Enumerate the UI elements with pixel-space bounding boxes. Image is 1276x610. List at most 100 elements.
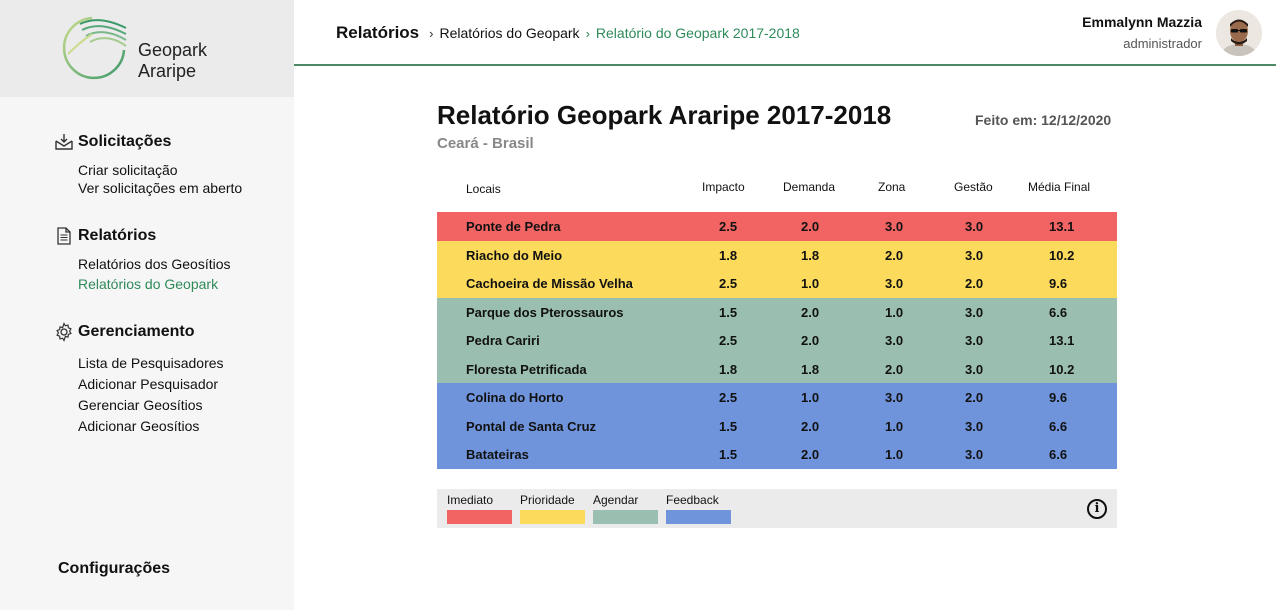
column-header-locais: Locais [466,182,501,196]
cell-zona: 1.0 [885,304,904,320]
cell-gestao: 2.0 [965,276,984,291]
breadcrumb: Relatórios › Relatórios do Geopark › Rel… [336,23,800,43]
sidebar-item-configuracoes[interactable]: Configurações [58,560,171,577]
column-header-gestao: Gestão [954,180,993,194]
logo-line-1: Geopark [138,40,208,60]
breadcrumb-separator: › [429,26,434,41]
avatar[interactable] [1216,10,1262,56]
cell-impacto: 1.5 [719,447,738,462]
cell-local: Parque dos Pterossauros [466,304,624,320]
cell-media-final: 6.6 [1049,418,1068,434]
cell-impacto: 1.8 [719,361,738,377]
sidebar-item-relatorios-geopark[interactable]: Relatórios do Geopark [78,276,219,292]
report-date: Feito em: 12/12/2020 [975,112,1112,128]
inbox-download-icon [54,132,74,152]
table-row[interactable]: Batateiras 1.5 2.0 1.0 3.0 6.6 [437,440,1117,469]
user-info[interactable]: Emmalynn Mazzia administrador [1082,14,1202,51]
cell-local: Pontal de Santa Cruz [466,418,597,434]
section-relatorios: Relatórios Relatórios dos Geosítios Rela… [54,226,231,294]
page-title: Relatório Geopark Araripe 2017-2018 [437,100,892,130]
legend-swatch [593,510,658,524]
cell-impacto: 1.5 [719,418,738,434]
cell-demanda: 2.0 [801,219,820,234]
legend-item-imediato: Imediato [447,493,512,524]
document-icon [54,226,74,246]
cell-impacto: 1.8 [719,247,738,263]
legend-swatch [447,510,512,524]
cell-media-final: 10.2 [1049,247,1075,263]
table-row[interactable]: Floresta Petrificada 1.8 1.8 2.0 3.0 10.2 [437,354,1117,383]
table-row[interactable]: Pedra Cariri 2.5 2.0 3.0 3.0 13.1 [437,326,1117,355]
sidebar-item-ver-solicitacoes[interactable]: Ver solicitações em aberto [78,180,243,196]
cell-local: Riacho do Meio [466,247,563,263]
cell-gestao: 3.0 [965,247,984,263]
sidebar-item-adicionar-pesquisador[interactable]: Adicionar Pesquisador [78,376,219,392]
cell-zona: 2.0 [885,247,904,263]
cell-media-final: 9.6 [1049,390,1068,405]
sidebar: Geopark Araripe Solicitações Criar solic… [0,0,294,610]
sidebar-item-lista-pesquisadores[interactable]: Lista de Pesquisadores [78,355,224,371]
legend-label: Prioridade [520,493,575,507]
cell-media-final: 6.6 [1049,447,1068,462]
cell-demanda: 2.0 [801,304,820,320]
sidebar-item-gerenciar-geositios[interactable]: Gerenciar Geosítios [78,397,203,413]
cell-gestao: 3.0 [965,219,984,234]
cell-gestao: 3.0 [965,304,984,320]
table-row[interactable]: Ponte de Pedra 2.5 2.0 3.0 3.0 13.1 [437,212,1117,241]
sidebar-item-criar-solicitacao[interactable]: Criar solicitação [78,162,178,178]
legend-item-feedback: Feedback [666,493,731,524]
section-solicitacoes: Solicitações Criar solicitação Ver solic… [54,132,242,198]
info-icon[interactable]: i [1087,499,1107,519]
section-gerenciamento: Gerenciamento Lista de Pesquisadores Adi… [54,322,224,437]
section-header-gerenciamento[interactable]: Gerenciamento [54,322,224,342]
cell-zona: 2.0 [885,361,904,377]
table-row[interactable]: Cachoeira de Missão Velha 2.5 1.0 3.0 2.0 9.6 [437,269,1117,298]
table-row[interactable]: Parque dos Pterossauros 1.5 2.0 1.0 3.0 6.6 [437,297,1117,326]
section-header-solicitacoes[interactable]: Solicitações [54,132,242,152]
cell-impacto: 1.5 [719,304,738,320]
breadcrumb-separator: › [585,26,590,41]
user-name: Emmalynn Mazzia [1082,14,1202,30]
topbar: Relatórios › Relatórios do Geopark › Rel… [294,0,1276,66]
cell-local: Batateiras [466,447,529,462]
legend-swatch [666,510,731,524]
gear-icon [54,322,74,342]
cell-zona: 3.0 [885,333,904,348]
user-role: administrador [1123,36,1202,51]
sidebar-item-relatorios-geositios[interactable]: Relatórios dos Geosítios [78,256,231,272]
column-header-impacto: Impacto [702,180,745,194]
section-title-relatorios: Relatórios [78,227,157,244]
cell-gestao: 3.0 [965,447,984,462]
column-header-zona: Zona [878,180,906,194]
cell-zona: 3.0 [885,276,904,291]
cell-impacto: 2.5 [719,219,738,234]
breadcrumb-root[interactable]: Relatórios [336,23,420,42]
legend: Imediato Prioridade Agendar Feedback i [437,489,1117,528]
cell-local: Ponte de Pedra [466,219,561,234]
cell-media-final: 13.1 [1049,333,1075,348]
cell-impacto: 2.5 [719,390,738,405]
breadcrumb-level-1[interactable]: Relatórios do Geopark [439,25,580,41]
section-header-relatorios[interactable]: Relatórios [54,226,231,246]
logo-text: Geopark Araripe [138,40,207,82]
section-title-gerenciamento: Gerenciamento [78,323,195,340]
logo-area: Geopark Araripe [0,0,294,97]
legend-item-agendar: Agendar [593,493,658,524]
table-row[interactable]: Riacho do Meio 1.8 1.8 2.0 3.0 10.2 [437,240,1117,269]
table-header: Locais Impacto Demanda Zona Gestão Média… [437,180,1117,200]
cell-gestao: 3.0 [965,418,984,434]
cell-impacto: 2.5 [719,333,738,348]
sidebar-item-adicionar-geositios[interactable]: Adicionar Geosítios [78,418,200,434]
table-row[interactable]: Colina do Horto 2.5 1.0 3.0 2.0 9.6 [437,383,1117,412]
cell-media-final: 10.2 [1049,361,1075,377]
cell-zona: 1.0 [885,447,904,462]
section-title-solicitacoes: Solicitações [78,133,172,150]
cell-media-final: 9.6 [1049,276,1068,291]
cell-local: Floresta Petrificada [466,361,587,377]
cell-impacto: 2.5 [719,276,738,291]
cell-local: Colina do Horto [466,390,564,405]
legend-item-prioridade: Prioridade [520,493,585,524]
table-row[interactable]: Pontal de Santa Cruz 1.5 2.0 1.0 3.0 6.6 [437,411,1117,440]
cell-zona: 3.0 [885,390,904,405]
cell-demanda: 1.8 [801,361,820,377]
